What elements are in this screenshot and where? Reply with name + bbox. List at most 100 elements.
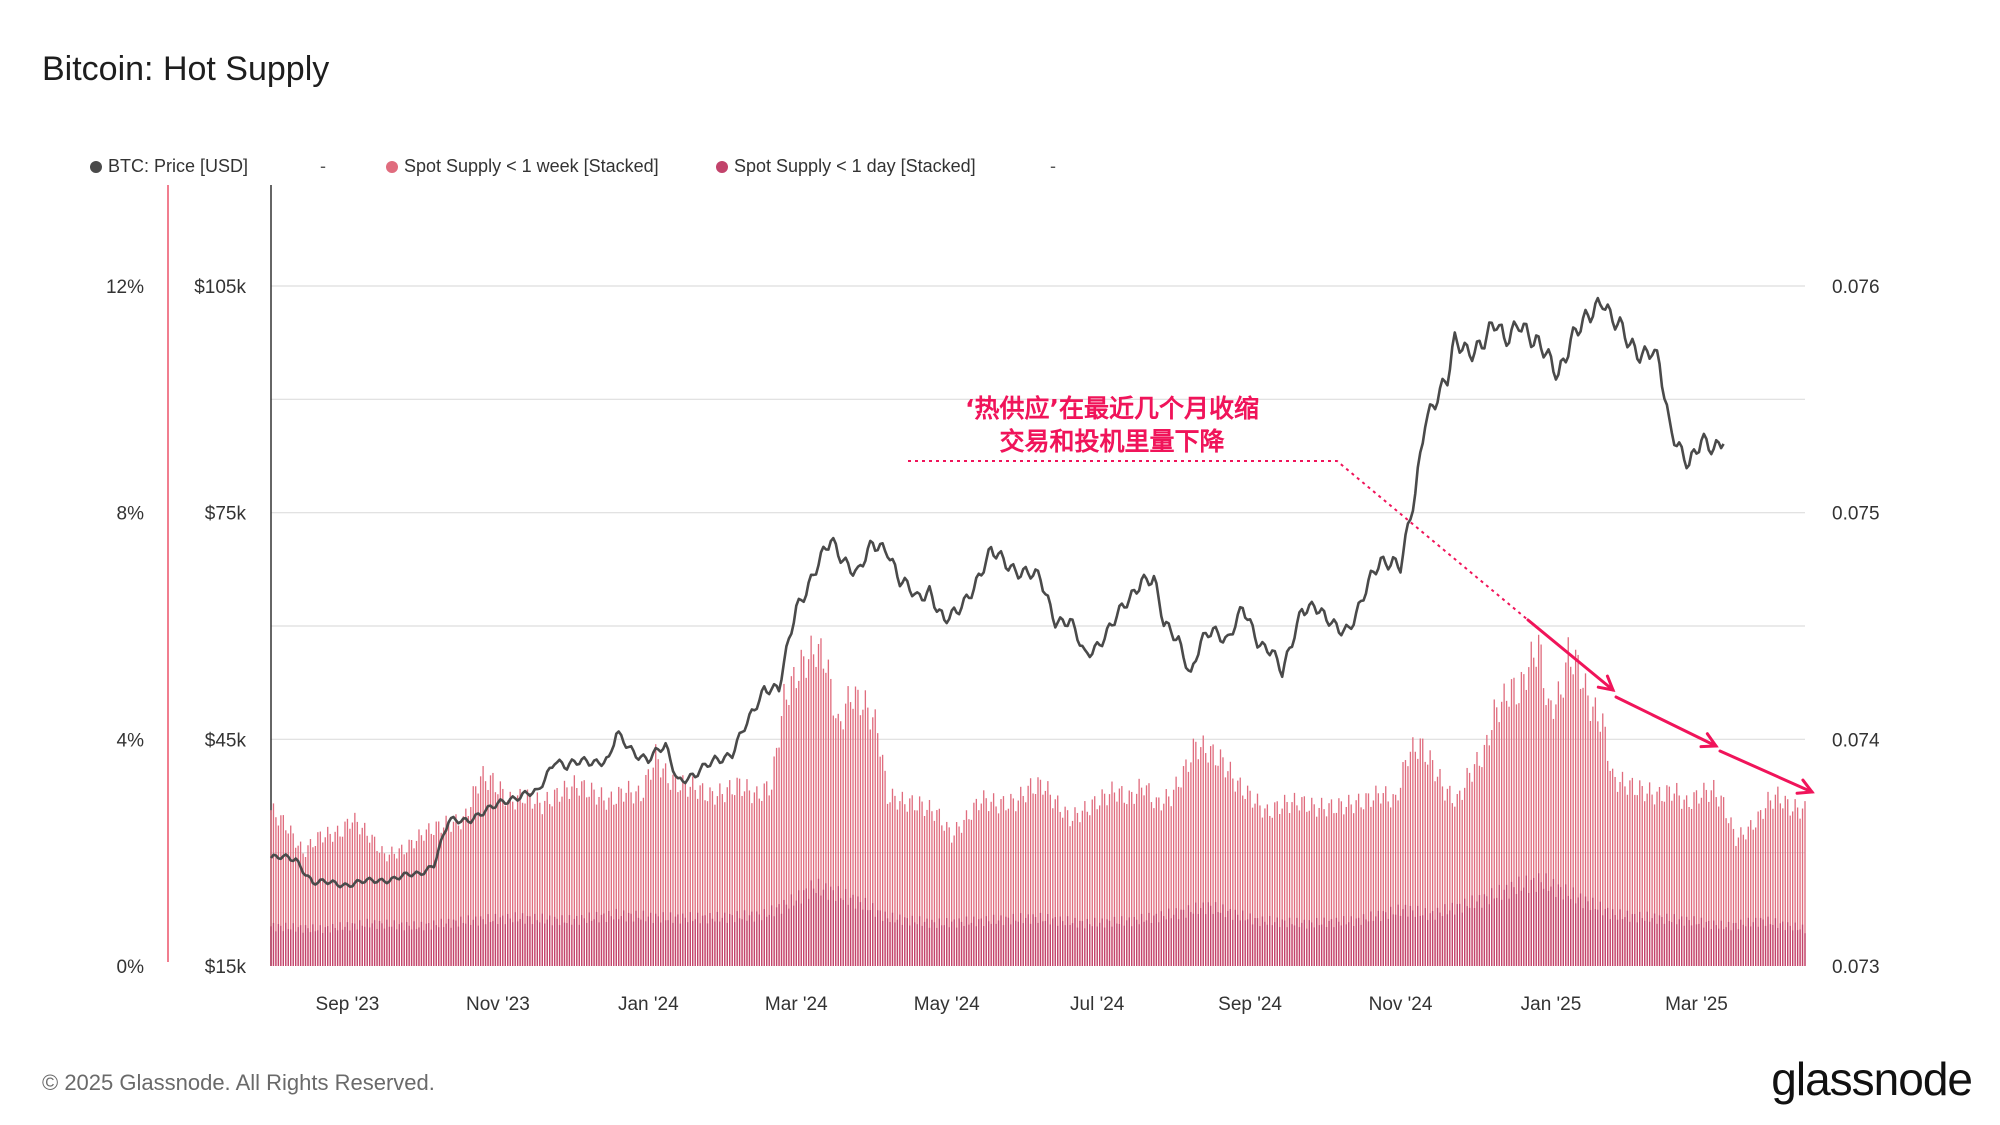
bar-week: [295, 847, 297, 966]
bar-day: [733, 922, 736, 966]
bar-week: [270, 810, 272, 966]
bar-day: [327, 926, 329, 966]
bar-week: [317, 832, 319, 966]
bar-day: [472, 919, 474, 966]
bar-day: [911, 915, 913, 966]
bar-week: [640, 801, 642, 966]
bar-day: [1609, 919, 1611, 966]
bar-week: [632, 803, 635, 966]
bar-week: [975, 798, 978, 966]
chart-title: Bitcoin: Hot Supply: [42, 50, 330, 88]
bar-week: [1774, 794, 1777, 966]
bar-day: [997, 920, 1000, 966]
bar-day: [1700, 917, 1703, 966]
bar-day: [521, 913, 524, 966]
bar-day: [586, 922, 588, 966]
bar-week: [1316, 816, 1318, 966]
bar-week: [955, 822, 958, 966]
bar-day: [1276, 917, 1278, 966]
bar-day: [1269, 916, 1271, 966]
bar-week: [862, 709, 864, 966]
bar-day: [825, 883, 827, 966]
bar-day: [714, 921, 716, 966]
bar-day: [1165, 919, 1167, 966]
bar-day: [679, 923, 682, 966]
legend-item-price[interactable]: BTC: Price [USD]: [90, 156, 248, 177]
bar-week: [452, 821, 455, 966]
bar-day: [1372, 920, 1375, 966]
bar-week: [761, 800, 763, 966]
bar-week: [625, 792, 627, 966]
bar-day: [741, 919, 743, 966]
bar-week: [1185, 759, 1187, 966]
bar-week: [709, 787, 711, 966]
bar-day: [1436, 907, 1439, 966]
bar-day: [605, 921, 608, 966]
bar-day: [1111, 926, 1113, 966]
bar-week: [393, 853, 395, 966]
bar-day: [1727, 921, 1730, 966]
bar-week: [798, 680, 800, 966]
bar-day: [479, 916, 482, 966]
bar-day: [410, 929, 413, 966]
bar-day: [492, 921, 494, 966]
bar-week: [1508, 706, 1510, 966]
bar-week: [1491, 730, 1493, 966]
bar-week: [339, 836, 341, 966]
bar-day: [837, 886, 839, 966]
bar-week: [455, 814, 457, 966]
bar-day: [1271, 925, 1273, 966]
bar-week: [1537, 634, 1540, 966]
bar-week: [664, 763, 667, 966]
bar-week: [484, 781, 487, 966]
bar-week: [1254, 803, 1256, 966]
bar-week: [1232, 778, 1234, 966]
bar-week: [314, 846, 317, 966]
bar-week: [275, 817, 277, 966]
bar-day: [275, 931, 277, 966]
bar-week: [1069, 826, 1071, 966]
bar-week: [465, 808, 467, 966]
bar-week: [650, 779, 652, 966]
bar-week: [674, 774, 677, 966]
bar-day: [1044, 920, 1047, 966]
bar-week: [1587, 695, 1589, 966]
bar-day: [418, 927, 420, 966]
bar-day: [1759, 917, 1762, 966]
bar-week: [1574, 649, 1577, 966]
bar-day: [1740, 919, 1742, 966]
bar-week: [923, 815, 926, 966]
bar-week: [1579, 688, 1582, 966]
bar-day: [297, 927, 299, 966]
bar-week: [615, 803, 617, 966]
bar-day: [475, 916, 477, 966]
bar-week: [810, 635, 812, 966]
bar-week: [502, 788, 504, 966]
bar-week: [408, 839, 410, 966]
bar-week: [1747, 826, 1749, 966]
legend-item-week[interactable]: Spot Supply < 1 week [Stacked]: [386, 156, 659, 177]
bar-day: [1113, 916, 1116, 966]
bar-day: [1518, 876, 1520, 966]
bar-day: [487, 914, 489, 966]
bar-week: [1133, 803, 1135, 966]
bar-week: [556, 788, 558, 966]
bar-day: [1094, 917, 1096, 966]
bar-week: [1597, 721, 1599, 966]
bar-week: [872, 717, 874, 966]
bar-day: [1631, 914, 1634, 966]
bar-day: [632, 921, 635, 966]
bar-week: [1678, 795, 1680, 966]
bar-week: [662, 768, 664, 966]
legend-item-day[interactable]: Spot Supply < 1 day [Stacked]: [716, 156, 976, 177]
bar-week: [1745, 839, 1747, 966]
bar-day: [549, 915, 551, 966]
bar-day: [1779, 923, 1781, 966]
bar-day: [1229, 908, 1232, 966]
bar-week: [785, 699, 788, 966]
bar-week: [364, 822, 366, 966]
bar-week: [1002, 796, 1005, 966]
bar-week: [512, 801, 514, 966]
bar-week: [1720, 795, 1722, 966]
